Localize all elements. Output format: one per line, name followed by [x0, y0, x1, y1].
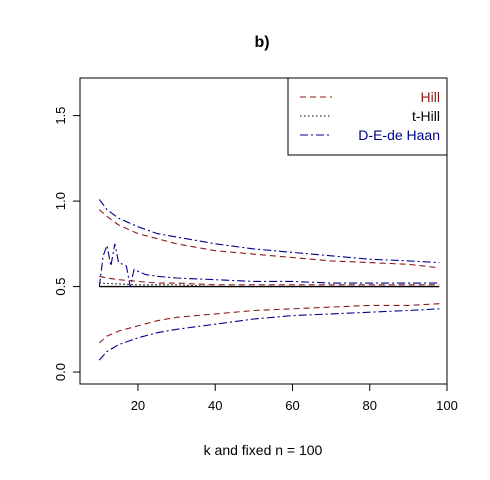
y-tick-label: 1.0: [53, 192, 68, 210]
chart-title: b): [254, 34, 269, 51]
y-axis: 0.0 0.5 1.0 1.5: [53, 107, 81, 381]
y-tick-label: 1.5: [53, 107, 68, 125]
series-lines: [98, 199, 440, 361]
x-axis: 20 40 60 80 100: [131, 383, 458, 413]
series-hill-center: [99, 275, 440, 286]
x-tick-label: 60: [285, 398, 299, 413]
series-d-e-de-haan-lower: [98, 308, 440, 361]
legend-label: t-Hill: [412, 108, 440, 124]
legend-label: Hill: [421, 89, 440, 105]
y-tick-label: 0.0: [53, 363, 68, 381]
series-hill-upper: [98, 209, 440, 269]
x-axis-label: k and fixed n = 100: [204, 442, 323, 458]
x-tick-label: 100: [436, 398, 458, 413]
x-tick-label: 40: [208, 398, 222, 413]
series-hill-lower: [98, 303, 440, 344]
x-tick-label: 80: [363, 398, 377, 413]
legend-label: D-E-de Haan: [358, 127, 440, 143]
legend-box: [287, 77, 448, 156]
y-tick-label: 0.5: [53, 278, 68, 296]
x-tick-label: 20: [131, 398, 145, 413]
series-d-e-de-haan-upper: [98, 199, 440, 264]
legend: Hill t-Hill D-E-de Haan: [287, 77, 448, 156]
